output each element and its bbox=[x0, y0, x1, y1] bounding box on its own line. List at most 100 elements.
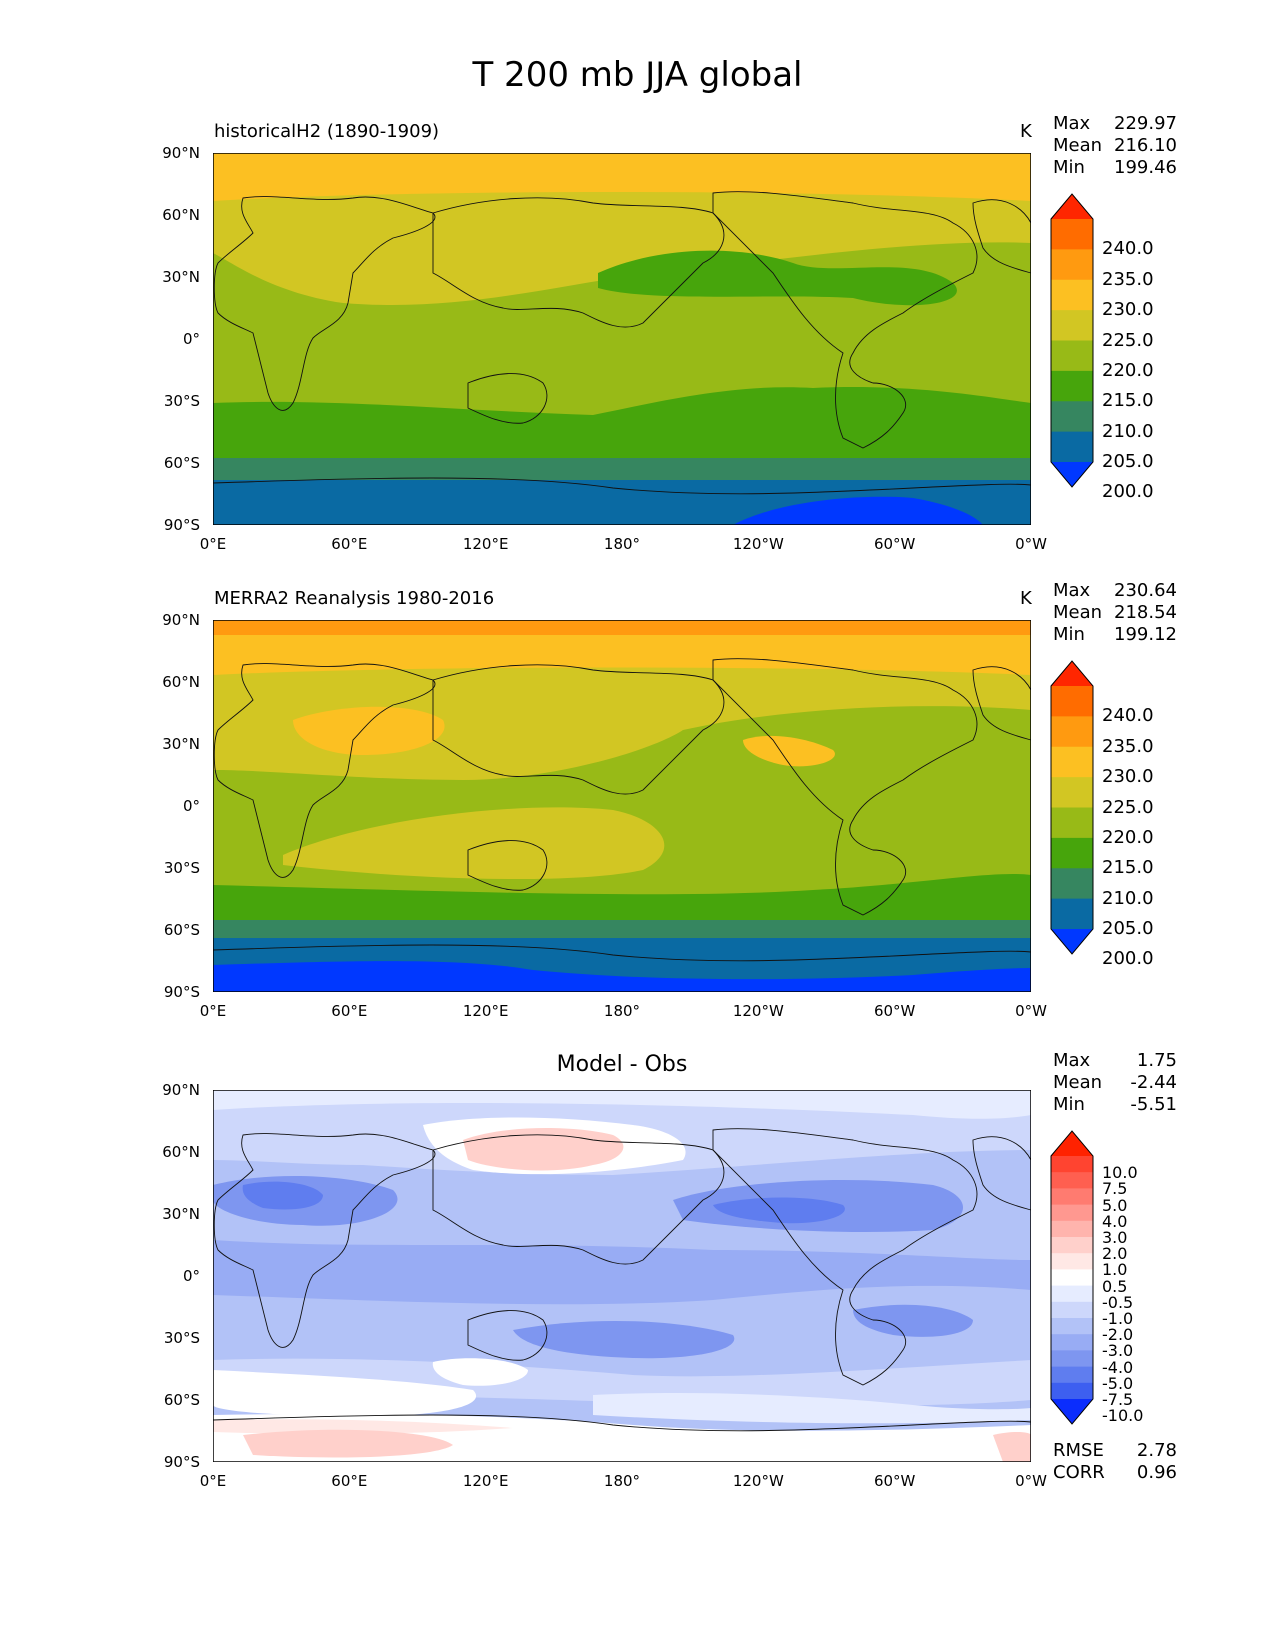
coastline-antarctica bbox=[213, 1414, 1031, 1432]
colorbar-segment bbox=[1051, 1318, 1093, 1335]
field-band bbox=[593, 1393, 1031, 1424]
colorbar-label: 7.5 bbox=[1102, 1179, 1128, 1199]
field-band bbox=[213, 386, 1031, 458]
colorbar bbox=[1050, 1130, 1094, 1425]
colorbar-label: 225.0 bbox=[1102, 329, 1154, 351]
colorbar-label: 210.0 bbox=[1102, 887, 1154, 909]
panel-model: historicalH2 (1890-1909) K Max 229.97 Mea… bbox=[0, 113, 1275, 563]
field-band bbox=[213, 192, 1031, 306]
lon-tick-label: 60°E bbox=[331, 1002, 368, 1020]
lat-tick-label: 60°N bbox=[162, 206, 200, 224]
colorbar-label: -0.5 bbox=[1102, 1292, 1134, 1312]
field-patch bbox=[242, 1181, 323, 1210]
lon-tick-label: 120°W bbox=[732, 1472, 784, 1490]
field-band bbox=[213, 873, 1031, 920]
colorbar-segment bbox=[1051, 746, 1093, 778]
colorbar-segment bbox=[1051, 807, 1093, 839]
panel-title: MERRA2 Reanalysis 1980-2016 bbox=[214, 588, 495, 609]
colorbar-label: 215.0 bbox=[1102, 857, 1154, 879]
colorbar-segment bbox=[1051, 340, 1093, 372]
colorbar-label: 235.0 bbox=[1102, 268, 1154, 290]
stat-label: Min bbox=[1053, 157, 1085, 178]
colorbar-label: 1.0 bbox=[1102, 1260, 1128, 1280]
field-patch bbox=[213, 1419, 513, 1434]
stat-value: 216.10 bbox=[1114, 135, 1177, 156]
coastline-asia bbox=[432, 664, 725, 795]
lon-tick-label: 0°W bbox=[1015, 535, 1047, 553]
lat-tick-label: 60°N bbox=[162, 1143, 200, 1161]
coastline-australia bbox=[467, 373, 548, 424]
metric-value: 2.78 bbox=[1136, 1440, 1177, 1461]
colorbar-label: 220.0 bbox=[1102, 359, 1154, 381]
lon-tick-label: 0°E bbox=[199, 535, 227, 553]
lat-tick-label: 90°S bbox=[163, 983, 200, 1001]
map-difference bbox=[213, 1090, 1031, 1462]
field-band bbox=[213, 961, 1031, 992]
coastline-asia bbox=[432, 197, 725, 328]
metric-value: 0.96 bbox=[1136, 1462, 1177, 1483]
lon-tick-label: 0°E bbox=[199, 1002, 227, 1020]
stat-value: 199.12 bbox=[1114, 624, 1177, 645]
lat-tick-label: 0° bbox=[182, 797, 200, 815]
map-model bbox=[213, 153, 1031, 525]
colorbar-extend-min bbox=[1051, 929, 1093, 954]
colorbar-segment bbox=[1051, 716, 1093, 748]
coastline-greenland bbox=[972, 199, 1031, 274]
colorbar-label: 235.0 bbox=[1102, 735, 1154, 757]
colorbar-segment bbox=[1051, 1237, 1093, 1254]
stat-value: 199.46 bbox=[1114, 157, 1177, 178]
colorbar-label: -5.0 bbox=[1102, 1373, 1134, 1393]
colorbar-label: 205.0 bbox=[1102, 918, 1154, 939]
lon-tick-label: 120°W bbox=[732, 1002, 784, 1020]
colorbar-extend-min bbox=[1051, 462, 1093, 487]
colorbar-segment bbox=[1051, 1366, 1093, 1384]
colorbar-label: 240.0 bbox=[1102, 238, 1154, 260]
panel-observation: MERRA2 Reanalysis 1980-2016 K Max 230.64 … bbox=[0, 580, 1275, 1030]
colorbar-label: 230.0 bbox=[1102, 766, 1154, 788]
colorbar-label: 0.5 bbox=[1102, 1276, 1128, 1296]
colorbar bbox=[1050, 660, 1094, 955]
colorbar-segment bbox=[1051, 686, 1093, 717]
colorbar-label: -10.0 bbox=[1102, 1406, 1144, 1426]
coastline-australia bbox=[467, 840, 548, 891]
lon-tick-label: 120°E bbox=[462, 1002, 509, 1020]
lat-tick-label: 30°N bbox=[162, 735, 200, 753]
lon-tick-label: 180° bbox=[603, 1472, 641, 1490]
lon-tick-label: 0°W bbox=[1015, 1002, 1047, 1020]
coastline-americas bbox=[712, 191, 978, 449]
colorbar-segment bbox=[1051, 1350, 1093, 1368]
coastline-africa-europe bbox=[213, 196, 436, 411]
colorbar-outline bbox=[1050, 1130, 1094, 1425]
coastline-americas bbox=[712, 1128, 978, 1386]
colorbar-label: -7.5 bbox=[1102, 1390, 1134, 1409]
coastline-asia bbox=[432, 1134, 725, 1265]
colorbar-segment bbox=[1051, 1382, 1093, 1400]
colorbar bbox=[1050, 193, 1094, 488]
field-band bbox=[213, 620, 1031, 635]
stat-label: Mean bbox=[1053, 602, 1103, 623]
colorbar-label: -3.0 bbox=[1102, 1341, 1134, 1361]
map-observation bbox=[213, 620, 1031, 992]
stat-value: -2.44 bbox=[1130, 1072, 1177, 1093]
lon-tick-label: 60°E bbox=[331, 535, 368, 553]
metric-label: CORR bbox=[1053, 1462, 1105, 1483]
coastline-africa-europe bbox=[213, 663, 436, 878]
units-label: K bbox=[1020, 121, 1032, 142]
colorbar-label: 10.0 bbox=[1102, 1163, 1138, 1183]
colorbar-segment bbox=[1051, 1156, 1093, 1173]
field-band bbox=[213, 1240, 1031, 1305]
colorbar-segment bbox=[1051, 370, 1093, 402]
lat-tick-label: 90°S bbox=[163, 1453, 200, 1471]
lon-tick-label: 60°E bbox=[331, 1472, 368, 1490]
lon-tick-label: 0°E bbox=[199, 1472, 227, 1490]
field-patch bbox=[713, 1197, 845, 1224]
coastline-greenland bbox=[972, 666, 1031, 741]
field-patch bbox=[993, 1431, 1031, 1462]
lat-tick-label: 30°N bbox=[162, 268, 200, 286]
lat-tick-label: 90°N bbox=[162, 611, 200, 629]
lon-tick-label: 120°W bbox=[732, 535, 784, 553]
colorbar-extend-min bbox=[1051, 1399, 1093, 1424]
colorbar-segment bbox=[1051, 898, 1093, 930]
colorbar-label: 5.0 bbox=[1102, 1195, 1128, 1215]
stat-label: Max bbox=[1053, 113, 1091, 134]
